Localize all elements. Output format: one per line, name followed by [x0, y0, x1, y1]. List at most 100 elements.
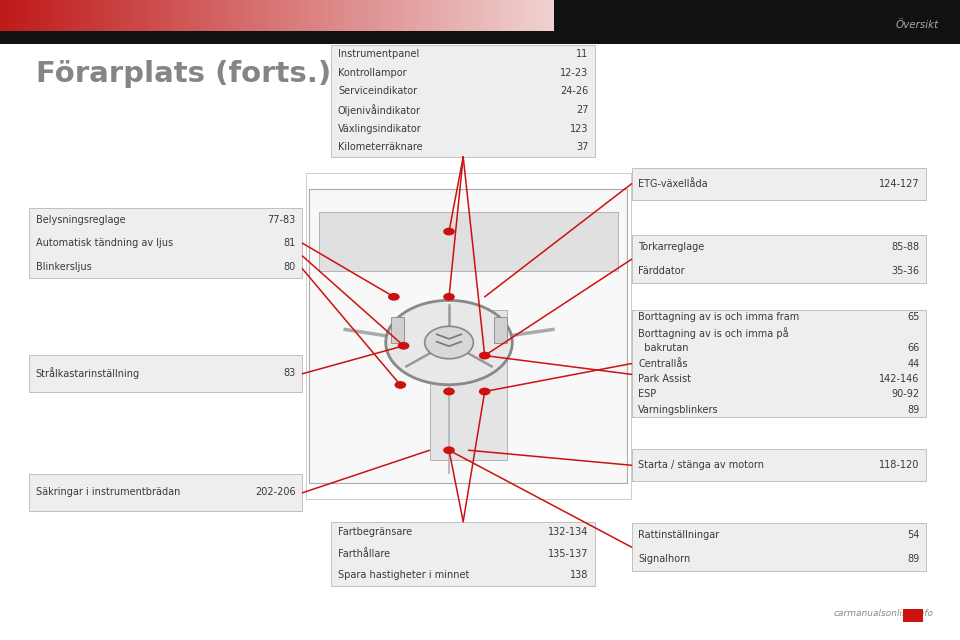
Bar [398, 0, 400, 31]
Bar [272, 0, 274, 31]
Bar [484, 0, 486, 31]
Bar [320, 0, 322, 31]
Bar [214, 0, 216, 31]
Text: 132-134: 132-134 [548, 527, 588, 537]
Bar [29, 355, 302, 392]
Bar [632, 523, 926, 571]
Text: 24-26: 24-26 [561, 86, 588, 97]
Bar [286, 0, 288, 31]
Text: 54: 54 [907, 530, 920, 540]
Bar [68, 0, 70, 31]
Bar [306, 0, 308, 31]
Bar [394, 0, 396, 31]
Bar [144, 0, 146, 31]
Text: 90-92: 90-92 [892, 389, 920, 399]
Bar [50, 0, 52, 31]
Bar [354, 0, 356, 31]
Text: 11: 11 [576, 49, 588, 59]
Bar [480, 0, 482, 31]
Bar [34, 0, 36, 31]
Circle shape [386, 300, 513, 385]
Bar [248, 0, 250, 31]
Bar [218, 0, 220, 31]
Bar [288, 0, 290, 31]
Bar [400, 0, 402, 31]
Bar [318, 0, 320, 31]
Bar [48, 0, 50, 31]
Bar [29, 474, 302, 511]
Bar [160, 0, 162, 31]
Bar [492, 0, 494, 31]
Bar [432, 0, 434, 31]
Bar [178, 0, 180, 31]
Bar [396, 0, 398, 31]
Text: Översikt: Översikt [896, 20, 939, 30]
Bar [372, 0, 374, 31]
Bar [386, 0, 388, 31]
Bar [186, 0, 188, 31]
Bar [26, 0, 28, 31]
Bar [152, 0, 154, 31]
Bar [204, 0, 206, 31]
Bar [136, 0, 138, 31]
Bar [172, 0, 174, 31]
Bar [548, 0, 550, 31]
Bar [166, 0, 168, 31]
Bar [66, 0, 68, 31]
Bar [224, 0, 226, 31]
Bar [100, 0, 102, 31]
Circle shape [444, 228, 455, 236]
Bar [70, 0, 72, 31]
Bar [280, 0, 282, 31]
Bar [154, 0, 156, 31]
Bar [406, 0, 408, 31]
Text: 65: 65 [907, 312, 920, 323]
Text: 202-206: 202-206 [255, 488, 296, 497]
Bar [74, 0, 76, 31]
Bar [226, 0, 228, 31]
Bar [336, 0, 338, 31]
Bar [402, 0, 404, 31]
Bar [450, 0, 452, 31]
Bar [220, 0, 222, 31]
Bar [18, 0, 20, 31]
Text: 37: 37 [576, 143, 588, 152]
Bar [140, 0, 142, 31]
Bar [352, 0, 354, 31]
Bar [458, 0, 460, 31]
Bar [420, 0, 422, 31]
Text: Farthållare: Farthållare [338, 548, 390, 559]
Bar [542, 0, 544, 31]
Bar [632, 449, 926, 481]
Bar [38, 0, 40, 31]
Bar [8, 0, 10, 31]
Text: Spara hastigheter i minnet: Spara hastigheter i minnet [338, 570, 469, 580]
Bar [278, 0, 280, 31]
Bar [546, 0, 548, 31]
Bar [540, 0, 542, 31]
Bar [414, 0, 416, 31]
Bar [20, 0, 22, 31]
Bar [368, 0, 370, 31]
Bar [4, 0, 6, 31]
Bar [82, 0, 84, 31]
Bar [472, 0, 474, 31]
Bar [290, 0, 292, 31]
Text: 85-88: 85-88 [892, 242, 920, 252]
Bar [380, 0, 382, 31]
Bar [632, 310, 926, 417]
Bar [462, 0, 464, 31]
Bar [490, 0, 492, 31]
Bar [134, 0, 136, 31]
Bar [30, 0, 32, 31]
Bar [64, 0, 66, 31]
Bar [156, 0, 158, 31]
Bar [460, 0, 462, 31]
Text: 123: 123 [570, 124, 588, 134]
Bar [32, 0, 34, 31]
Circle shape [444, 388, 455, 396]
Bar [464, 0, 466, 31]
Text: 66: 66 [907, 343, 920, 353]
Bar [260, 0, 262, 31]
Bar [482, 0, 484, 31]
